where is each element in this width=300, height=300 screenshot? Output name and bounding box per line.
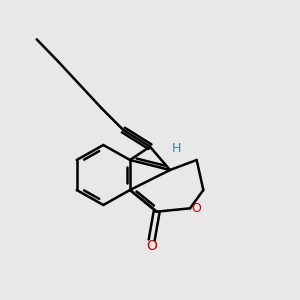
Text: H: H (172, 142, 182, 155)
Text: O: O (146, 239, 157, 253)
Text: O: O (191, 202, 201, 215)
